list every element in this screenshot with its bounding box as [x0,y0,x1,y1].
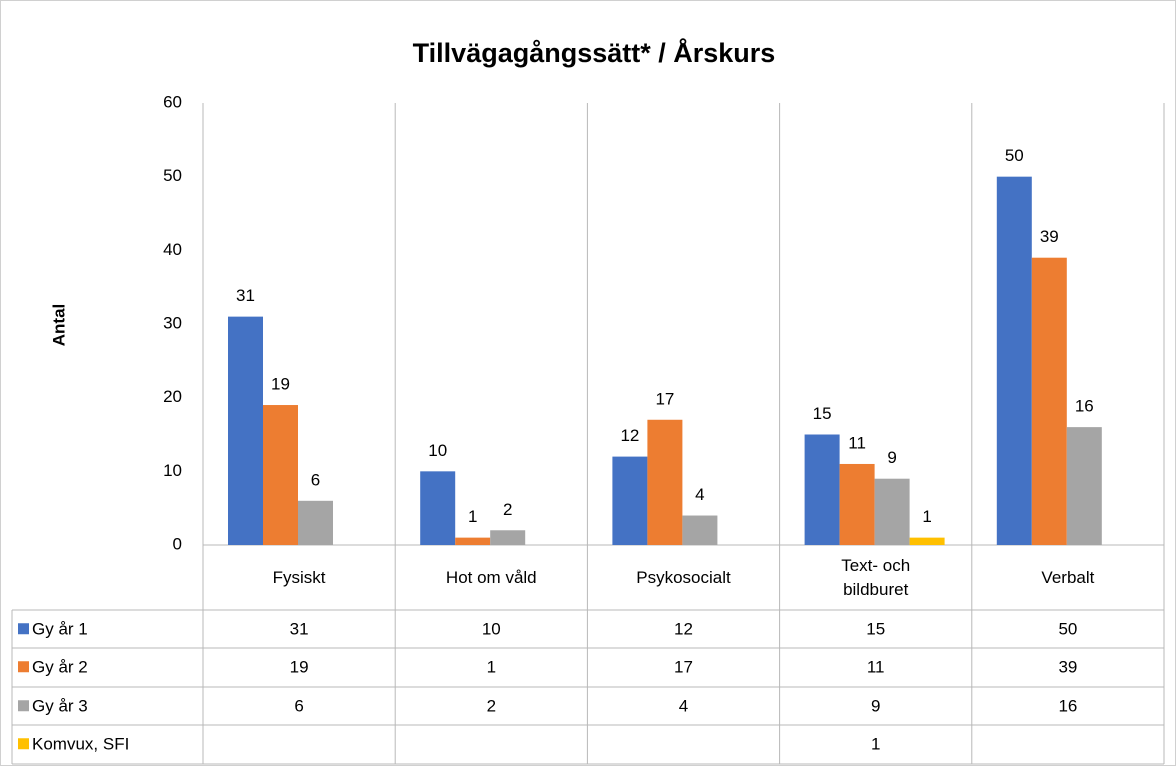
bar [874,478,910,545]
x-tick-label: Verbalt [1041,567,1095,587]
bar [228,316,263,545]
table-cell: 19 [290,658,309,677]
bar [1031,257,1067,545]
legend-swatch [18,661,29,673]
legend-label: Gy år 2 [32,658,88,677]
legend-label: Gy år 1 [32,620,88,639]
table-cell: 2 [487,697,496,716]
legend-label: Komvux, SFI [32,735,129,754]
data-label: 11 [848,433,866,452]
y-tick-label: 40 [163,240,182,259]
legend-swatch [18,700,29,712]
bar [909,537,945,545]
table-cell: 6 [294,697,303,716]
table-cell: 10 [482,620,501,639]
x-tick-label: Fysiskt [272,567,326,587]
legend-label: Gy år 3 [32,697,88,716]
bar [682,515,718,545]
data-label: 31 [236,286,255,305]
data-label: 1 [468,507,477,526]
table-cell: 11 [867,658,885,677]
y-tick-label: 20 [163,387,182,406]
y-tick-label: 10 [163,461,182,480]
table-cell: 15 [866,620,885,639]
data-label: 4 [695,485,704,504]
y-tick-label: 60 [163,92,182,111]
y-tick-label: 50 [163,166,182,185]
bar [263,405,298,545]
table-cell: 50 [1058,620,1077,639]
data-label: 10 [428,441,447,460]
table-cell: 31 [290,620,309,639]
bar [455,537,491,545]
bar [420,471,456,545]
table-cell: 39 [1058,658,1077,677]
data-label: 12 [620,426,639,445]
legend-swatch [18,623,29,635]
bar [1066,427,1102,545]
table-cell: 16 [1058,697,1077,716]
data-label: 2 [503,500,512,519]
bar [647,419,683,545]
data-label: 1 [922,507,931,526]
data-label: 50 [1005,146,1024,165]
x-tick-label: Hot om våld [445,567,537,587]
table-cell: 4 [679,697,688,716]
y-axis-label: Antal [49,304,68,347]
bar [996,176,1032,545]
x-tick-label: Text- och bildburet [841,555,911,599]
y-tick-label: 30 [163,313,182,332]
data-label: 39 [1040,227,1059,246]
bar [298,500,333,545]
data-label: 17 [655,389,674,408]
y-tick-label: 0 [173,534,182,553]
table-cell: 1 [487,658,496,677]
table-cell: 1 [871,735,880,754]
table-cell: 17 [674,658,693,677]
data-label: 9 [887,448,896,467]
data-label: 19 [271,375,290,394]
legend-swatch [18,738,29,750]
bar [612,456,648,545]
chart-title: Tillvägagångssätt* / Årskurs [413,37,776,68]
x-tick-label: Psykosocialt [636,567,731,587]
data-label: 15 [813,404,832,423]
data-label: 6 [311,470,320,489]
table-cell: 12 [674,620,693,639]
table-cell: 9 [871,697,880,716]
bar [804,434,840,545]
bar [839,463,875,545]
data-label: 16 [1075,397,1094,416]
bar [490,530,526,545]
